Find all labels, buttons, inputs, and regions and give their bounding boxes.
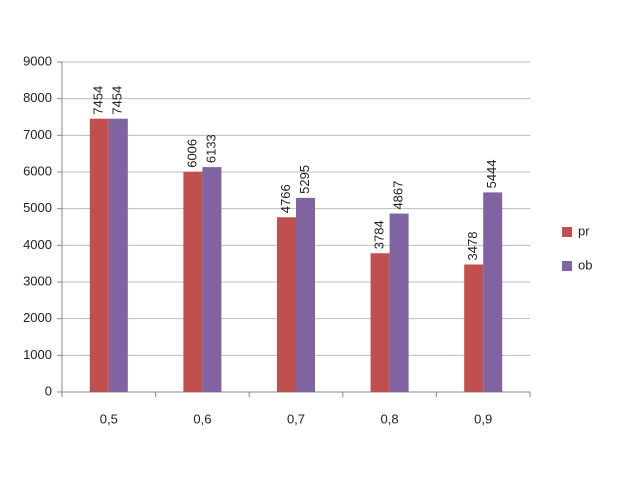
bar [89, 118, 109, 392]
y-tick-label: 1000 [23, 347, 52, 362]
data-label: 7454 [91, 86, 106, 115]
bar [277, 217, 296, 392]
data-label: 3784 [372, 220, 387, 249]
data-label: 3478 [465, 232, 480, 261]
y-tick-label: 5000 [23, 200, 52, 215]
y-tick-label: 2000 [23, 310, 52, 325]
bar [389, 213, 409, 392]
y-tick-label: 0 [45, 383, 52, 398]
x-tick-label: 0,8 [381, 411, 399, 426]
legend-label: pr [578, 223, 590, 238]
x-tick-label: 0,5 [100, 411, 118, 426]
x-tick-label: 0,7 [287, 411, 305, 426]
data-label: 4867 [391, 181, 406, 210]
bar [483, 192, 503, 392]
legend-swatch [562, 261, 572, 271]
y-tick-label: 7000 [23, 127, 52, 142]
data-label: 5295 [297, 165, 312, 194]
y-tick-label: 3000 [23, 273, 52, 288]
bar [464, 264, 484, 392]
bar [202, 167, 222, 392]
y-tick-label: 4000 [23, 237, 52, 252]
y-tick-label: 6000 [23, 163, 52, 178]
bar [296, 197, 315, 392]
bar [370, 253, 390, 392]
legend-swatch [562, 227, 572, 237]
x-tick-label: 0,9 [474, 411, 492, 426]
data-label: 4766 [278, 184, 293, 213]
data-label: 7454 [110, 86, 125, 115]
data-label: 6133 [203, 134, 218, 163]
bar [183, 171, 203, 392]
data-label: 6006 [184, 139, 199, 168]
bar [108, 118, 128, 392]
x-tick-label: 0,6 [193, 411, 211, 426]
data-label: 5444 [484, 159, 499, 188]
y-tick-label: 8000 [23, 90, 52, 105]
legend-label: ob [578, 257, 592, 272]
y-tick-label: 9000 [23, 53, 52, 68]
